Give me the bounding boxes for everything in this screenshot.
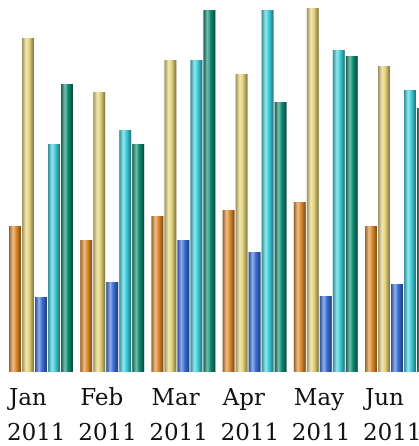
x-tick-year-jun: 2011 [363,420,419,446]
bar-jun-series-5 [417,108,419,372]
bar-jun-series-1 [365,226,377,372]
bar-jan-series-1 [9,226,21,372]
bar-jan-series-3 [35,297,47,372]
bar-jan-series-5 [61,84,73,372]
bar-apr-series-5 [274,102,287,372]
x-tick-month-jun: Jun [363,385,404,411]
bar-jun-series-2 [378,66,390,372]
bar-jun-series-4 [404,90,416,372]
bar-feb-series-4 [119,130,132,372]
bar-may-series-2 [306,8,319,372]
bar-mar-series-4 [190,60,203,372]
bar-may-series-1 [293,202,306,372]
bar-may-series-4 [332,50,345,372]
bar-mar-series-3 [177,240,190,372]
x-tick-month-mar: Mar [151,385,199,411]
x-tick-month-feb: Feb [80,385,123,411]
x-tick-year-jan: 2011 [7,420,66,446]
x-tick-month-may: May [294,385,344,411]
bar-apr-series-1 [222,210,235,372]
x-axis-labels: Jan 2011 Feb 2011 Mar 2011 Apr 2011 May 2011 Jun 20… [7,385,419,446]
bar-feb-series-5 [132,144,145,372]
bar-mar-series-1 [151,216,164,372]
bar-jun-series-3 [391,284,403,372]
bar-mar-series-5 [203,10,216,372]
bar-may-series-5 [345,56,358,372]
x-tick-year-apr: 2011 [221,420,280,446]
x-tick-year-may: 2011 [292,420,351,446]
bar-jan-series-2 [22,38,34,372]
x-tick-month-apr: Apr [222,385,265,411]
bar-apr-series-4 [261,10,274,372]
x-tick-year-mar: 2011 [149,420,208,446]
x-tick-year-feb: 2011 [78,420,137,446]
bar-jan-series-4 [48,144,60,372]
bar-mar-series-2 [164,60,177,372]
bar-apr-series-3 [248,252,261,372]
x-tick-month-jan: Jan [7,385,47,411]
bar-may-series-3 [319,296,332,372]
bar-apr-series-2 [235,74,248,372]
bar-feb-series-2 [93,92,106,372]
bar-feb-series-1 [80,240,93,372]
bar-feb-series-3 [106,282,119,372]
bars-layer [9,8,419,372]
